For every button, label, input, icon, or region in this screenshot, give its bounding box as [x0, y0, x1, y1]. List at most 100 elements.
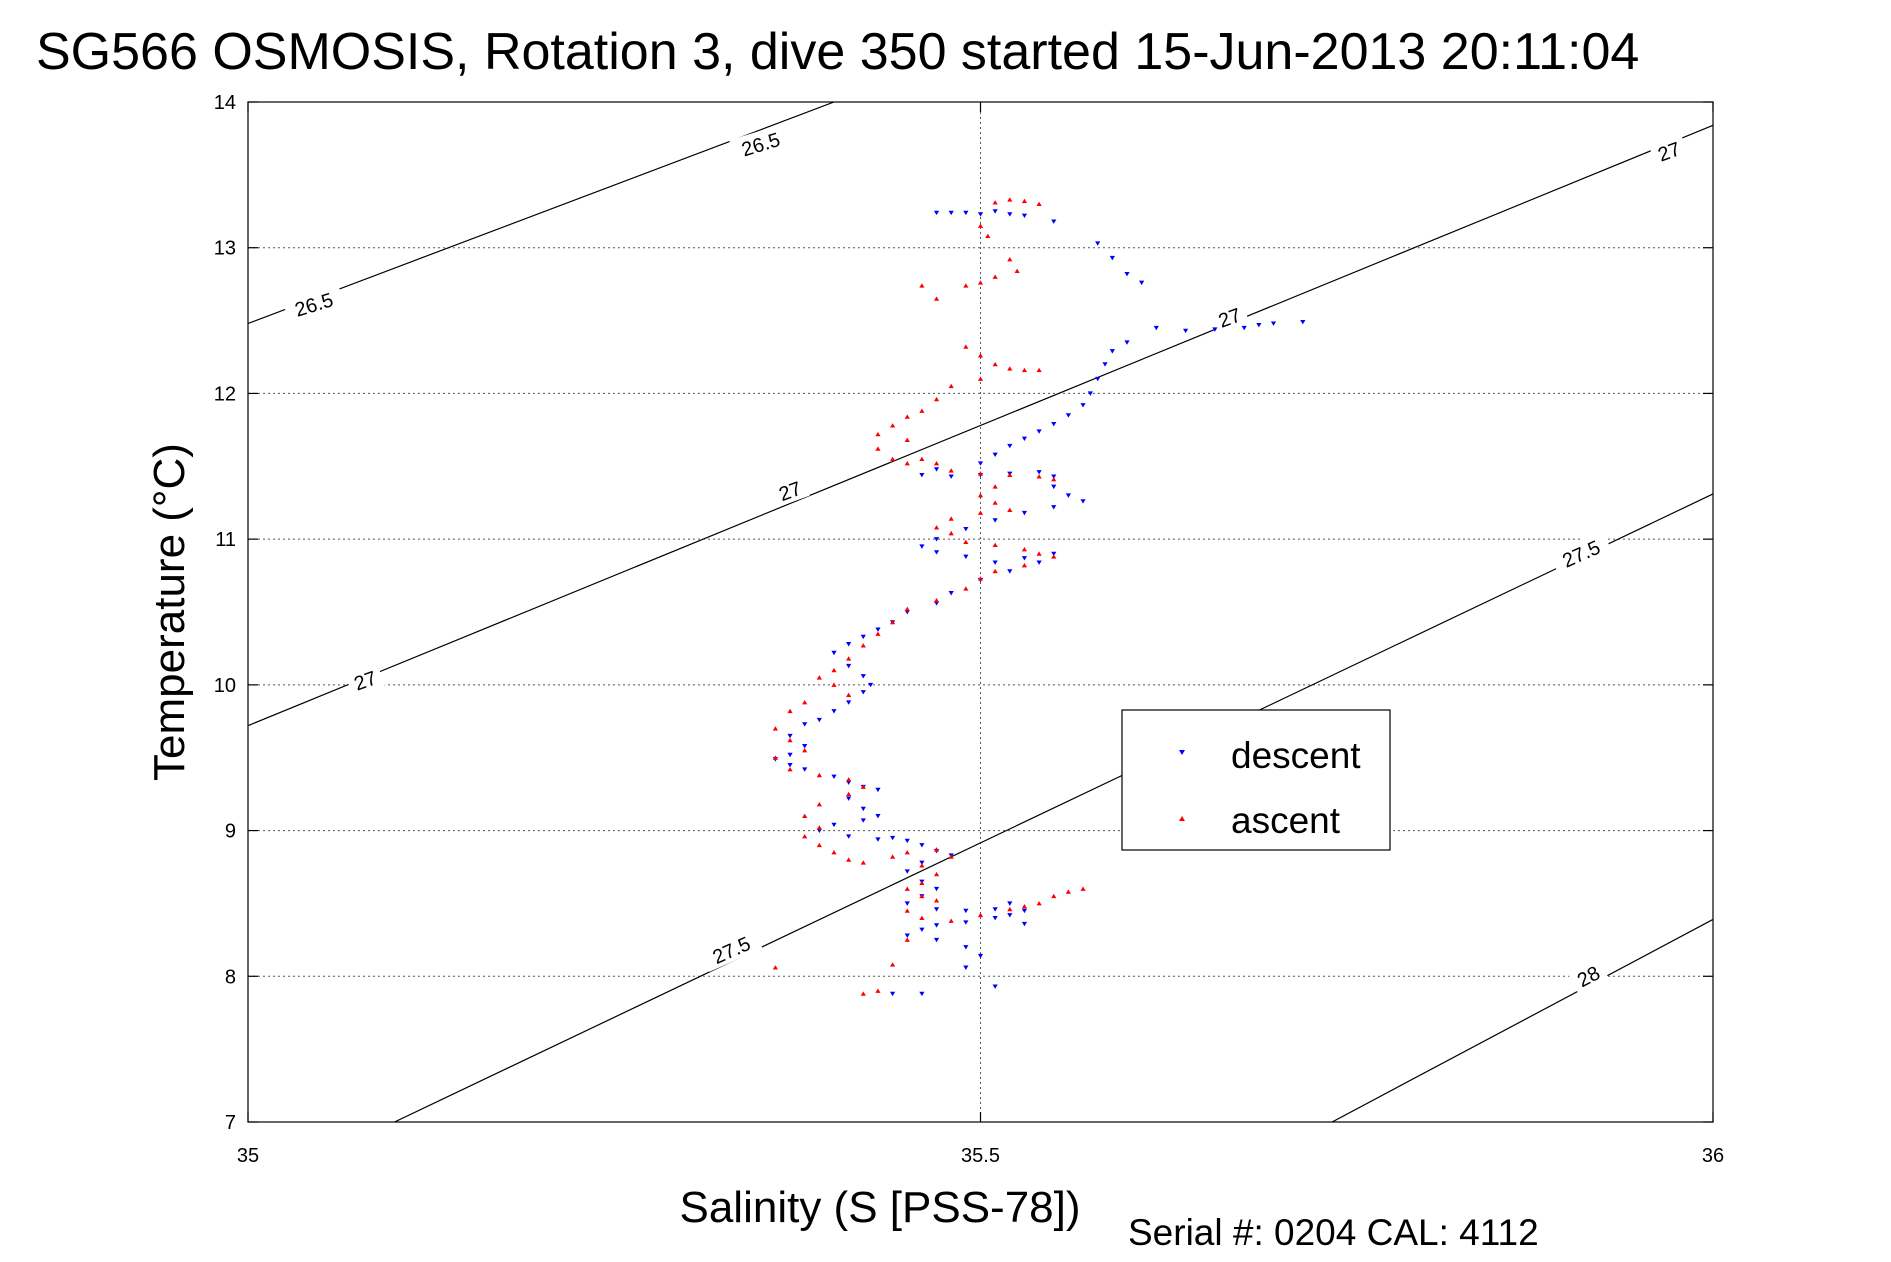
descent-point — [1095, 376, 1101, 382]
descent-point — [948, 210, 954, 216]
y-tick-label: 9 — [225, 821, 236, 843]
ascent-point — [875, 988, 881, 993]
descent-point — [933, 923, 940, 928]
ascent-point — [977, 510, 984, 515]
ascent-point — [860, 860, 866, 865]
descent-point — [1051, 474, 1057, 479]
descent-point — [1021, 908, 1028, 914]
descent-point — [1124, 271, 1130, 277]
x-axis-label: Salinity (S [PSS-78]) — [679, 1183, 1080, 1232]
ascent-point — [977, 353, 984, 358]
ascent-point — [816, 825, 822, 830]
ascent-point — [948, 918, 954, 923]
ascent-point — [933, 525, 940, 530]
ascent-point — [1007, 366, 1013, 371]
contour-label-bg — [769, 473, 810, 508]
ascent-point — [919, 408, 925, 413]
ascent-point — [1036, 201, 1042, 206]
descent-point — [802, 722, 808, 727]
descent-point — [992, 518, 998, 523]
ascent-point — [831, 850, 837, 855]
descent-point — [1007, 901, 1013, 906]
descent-point — [963, 210, 969, 216]
descent-point — [1102, 362, 1108, 367]
descent-point — [933, 601, 940, 606]
descent-point — [846, 780, 852, 785]
axis-ticks: 35 35.5 36 7 8 9 10 11 12 13 14 — [214, 92, 1724, 1167]
descent-point — [860, 806, 866, 812]
ascent-point — [919, 880, 925, 886]
descent-point — [1007, 212, 1013, 217]
ascent-point — [860, 643, 866, 648]
descent-point — [802, 767, 808, 772]
descent-point — [904, 901, 910, 906]
ascent-point — [904, 908, 910, 913]
ascent-point — [1021, 546, 1028, 552]
ascent-point — [1036, 901, 1042, 906]
descent-point — [919, 991, 925, 997]
ascent-point — [1051, 893, 1057, 899]
descent-point — [904, 933, 910, 938]
contour-label-bg — [1648, 133, 1689, 168]
y-tick-label: 12 — [214, 383, 236, 405]
descent-point — [1139, 280, 1145, 286]
ascent-point — [1051, 554, 1057, 559]
descent-point — [904, 869, 910, 874]
descent-point — [890, 835, 896, 841]
descent-point — [1051, 219, 1057, 224]
descent-point — [831, 650, 837, 656]
descent-point — [977, 461, 984, 466]
ascent-point — [1007, 906, 1013, 912]
descent-point — [1051, 484, 1057, 490]
ascent-point — [860, 991, 866, 996]
ascent-point — [904, 460, 910, 466]
legend-ascent-marker — [1179, 816, 1185, 821]
ascent-point — [787, 708, 793, 714]
ascent-series — [772, 197, 1086, 996]
descent-point — [933, 537, 940, 542]
ascent-point — [802, 699, 808, 705]
ascent-point — [919, 915, 925, 920]
contour-label-bg — [1567, 956, 1609, 994]
ascent-point — [948, 530, 954, 536]
y-tick-label: 11 — [215, 529, 236, 551]
contour-label: 27.5 — [1559, 537, 1604, 573]
descent-point — [875, 627, 881, 632]
descent-point — [963, 945, 969, 950]
ascent-point — [933, 460, 940, 466]
descent-point — [977, 212, 984, 217]
contour-label-bg — [282, 283, 345, 324]
descent-point — [1109, 255, 1115, 261]
legend-box — [1121, 709, 1391, 851]
descent-point — [919, 927, 925, 933]
descent-point — [868, 682, 874, 688]
ascent-point — [816, 842, 822, 848]
descent-point — [992, 984, 998, 989]
ascent-point — [963, 344, 969, 349]
ascent-point — [948, 468, 954, 473]
ascent-point — [948, 383, 954, 389]
ascent-point — [904, 937, 910, 942]
contour-label-bg — [699, 926, 763, 972]
ascent-point — [933, 396, 940, 402]
descent-point — [963, 526, 969, 532]
ascent-point — [772, 965, 778, 970]
ascent-point — [963, 539, 969, 545]
x-tick-label: 35.5 — [961, 1145, 1000, 1167]
descent-point — [1065, 413, 1071, 418]
ascent-point — [846, 777, 852, 782]
descent-point — [992, 907, 998, 912]
contour-label-bg — [1209, 299, 1250, 334]
ascent-point — [977, 280, 984, 285]
descent-point — [1080, 403, 1086, 408]
descent-point — [860, 674, 866, 679]
descent-point — [933, 550, 940, 555]
ascent-point — [977, 471, 984, 476]
ascent-point — [1080, 886, 1086, 891]
descent-point — [787, 733, 793, 739]
ascent-point — [1014, 268, 1020, 274]
y-tick-label: 10 — [214, 675, 236, 697]
ascent-point — [846, 692, 852, 698]
ascent-point — [904, 886, 910, 891]
ascent-point — [948, 854, 954, 859]
